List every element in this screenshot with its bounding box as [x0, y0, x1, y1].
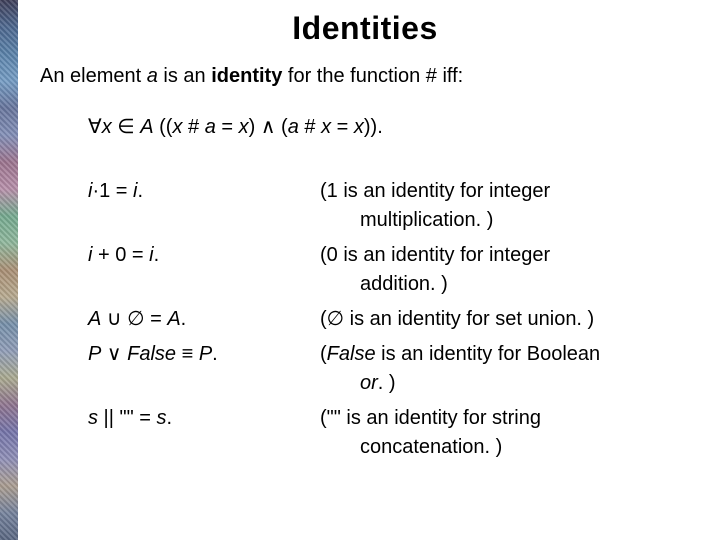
desc: (1 is an identity for integer — [320, 180, 550, 202]
example-lhs: P ∨ False ≡ P. — [88, 340, 308, 398]
intro-text: is an — [158, 65, 211, 87]
txt: 1 = — [99, 180, 133, 202]
var-x: x — [354, 116, 364, 138]
desc: ( — [320, 343, 327, 365]
var: A — [88, 308, 101, 330]
desc-cont: concatenation. ) — [320, 433, 690, 462]
var-x: x — [239, 116, 249, 138]
intro-identity-word: identity — [211, 65, 282, 87]
var: A — [167, 308, 180, 330]
eq: = — [216, 116, 239, 138]
var: P — [88, 343, 101, 365]
axiom-line: ∀x ∈ A ((x # a = x) ∧ (a # x = x)). — [88, 114, 690, 139]
intro-text: An element — [40, 65, 147, 87]
var: s — [88, 407, 98, 429]
paren: )). — [364, 116, 383, 138]
in-symbol: ∈ — [112, 116, 141, 138]
example-lhs: i·1 = i. — [88, 177, 308, 235]
var-x: x — [172, 116, 182, 138]
example-rhs: (∅ is an identity for set union. ) — [320, 305, 690, 334]
txt: . — [154, 244, 160, 266]
op: ∨ — [101, 343, 127, 365]
desc-cont: addition. ) — [320, 270, 690, 299]
var: P — [199, 343, 212, 365]
desc-cont: multiplication. ) — [320, 206, 690, 235]
desc: ("" is an identity for string — [320, 407, 541, 429]
op: ∪ ∅ = — [101, 308, 167, 330]
example-rhs: (0 is an identity for integer addition. … — [320, 241, 690, 299]
example-lhs: A ∪ ∅ = A. — [88, 305, 308, 334]
desc-italic: False — [327, 343, 376, 365]
slide-title: Identities — [40, 10, 690, 47]
desc: . ) — [378, 372, 396, 394]
txt: . — [167, 407, 173, 429]
and-symbol: ) ∧ ( — [249, 116, 288, 138]
examples-grid: i·1 = i. (1 is an identity for integer m… — [88, 177, 690, 462]
intro-text: for the function # iff: — [282, 65, 463, 87]
var: s — [157, 407, 167, 429]
example-rhs: ("" is an identity for string concatenat… — [320, 404, 690, 462]
slide: Identities An element a is an identity f… — [0, 0, 720, 540]
var-a: a — [205, 116, 216, 138]
intro-var-a: a — [147, 65, 158, 87]
var-a: a — [288, 116, 299, 138]
desc-italic: or — [360, 372, 378, 394]
var-x: x — [102, 116, 112, 138]
example-lhs: i + 0 = i. — [88, 241, 308, 299]
op: || "" = — [98, 407, 157, 429]
op: + — [92, 244, 115, 266]
hash-op: # — [299, 116, 321, 138]
example-lhs: s || "" = s. — [88, 404, 308, 462]
hash-op: # — [182, 116, 204, 138]
txt: 0 = — [115, 244, 149, 266]
intro-line: An element a is an identity for the func… — [40, 65, 690, 88]
eq: = — [331, 116, 354, 138]
example-rhs: (False is an identity for Boolean or. ) — [320, 340, 690, 398]
desc: is an identity for Boolean — [376, 343, 601, 365]
desc: (∅ is an identity for set union. ) — [320, 308, 594, 330]
var-x: x — [321, 116, 331, 138]
forall-symbol: ∀ — [88, 116, 102, 138]
txt: . — [181, 308, 187, 330]
example-rhs: (1 is an identity for integer multiplica… — [320, 177, 690, 235]
op: ≡ — [176, 343, 199, 365]
txt: . — [138, 180, 144, 202]
paren: (( — [154, 116, 173, 138]
var: False — [127, 343, 176, 365]
txt: . — [212, 343, 218, 365]
set-A: A — [140, 116, 153, 138]
desc-cont: or. ) — [320, 369, 690, 398]
desc: (0 is an identity for integer — [320, 244, 550, 266]
